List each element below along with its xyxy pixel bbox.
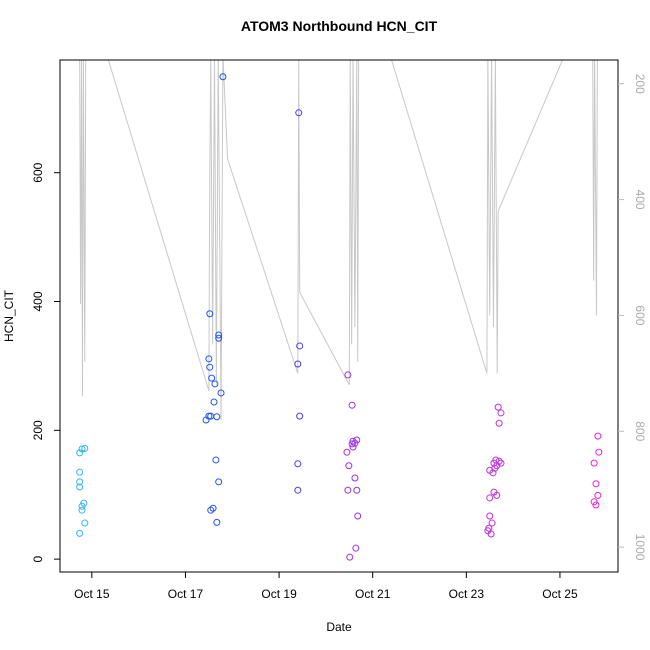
data-point xyxy=(352,544,360,552)
altitude-line xyxy=(79,60,598,420)
data-point xyxy=(76,449,84,457)
data-point xyxy=(219,73,227,81)
chart-title: ATOM3 Northbound HCN_CIT xyxy=(241,18,438,34)
data-point xyxy=(592,501,600,509)
y-axis-label: HCN_CIT xyxy=(2,289,16,342)
data-point xyxy=(493,491,501,499)
data-point xyxy=(296,412,304,420)
data-point xyxy=(351,474,359,482)
data-point xyxy=(346,553,354,561)
data-point xyxy=(489,469,497,477)
data-point xyxy=(206,363,214,371)
data-point xyxy=(78,506,86,514)
x-tick-label: Oct 15 xyxy=(74,587,110,601)
x-tick-label: Oct 19 xyxy=(261,587,297,601)
data-point xyxy=(495,419,503,427)
data-point xyxy=(345,462,353,470)
y-tick-label: 200 xyxy=(31,420,45,440)
data-point xyxy=(76,483,84,491)
data-point xyxy=(208,374,216,382)
data-point xyxy=(594,432,602,440)
data-point xyxy=(486,494,494,502)
y-tick-label: 400 xyxy=(31,291,45,311)
data-point xyxy=(594,491,602,499)
data-point xyxy=(348,440,356,448)
data-point xyxy=(206,310,214,318)
data-point xyxy=(348,401,356,409)
data-point xyxy=(78,445,86,453)
data-point xyxy=(215,331,223,339)
data-point xyxy=(209,504,217,512)
data-point xyxy=(81,519,89,527)
x-axis-label: Date xyxy=(326,620,352,634)
data-point xyxy=(349,443,357,451)
data-point xyxy=(353,436,361,444)
data-point xyxy=(76,529,84,537)
data-point xyxy=(205,412,213,420)
y2-tick-label: 200 xyxy=(633,74,647,94)
data-point xyxy=(207,506,215,514)
y2-tick-label: 600 xyxy=(633,305,647,325)
x-tick-label: Oct 21 xyxy=(355,587,391,601)
data-point xyxy=(80,499,88,507)
plot-area xyxy=(76,60,603,561)
y-tick-label: 600 xyxy=(31,162,45,182)
data-point xyxy=(215,478,223,486)
data-point xyxy=(595,448,603,456)
plot-frame xyxy=(59,59,619,573)
data-point xyxy=(81,444,89,452)
data-point xyxy=(211,380,219,388)
data-point xyxy=(488,519,496,527)
data-point xyxy=(213,413,221,421)
data-point xyxy=(592,480,600,488)
data-point xyxy=(294,486,302,494)
data-point xyxy=(487,530,495,538)
data-point xyxy=(354,512,362,520)
data-point xyxy=(295,109,303,117)
data-point xyxy=(294,360,302,368)
y-tick-label: 0 xyxy=(31,555,45,562)
data-point xyxy=(294,460,302,468)
data-point xyxy=(497,409,505,417)
x-tick-label: Oct 17 xyxy=(168,587,204,601)
data-point xyxy=(213,518,221,526)
data-point xyxy=(212,456,220,464)
x-tick-label: Oct 25 xyxy=(542,587,578,601)
data-point xyxy=(205,355,213,363)
data-point xyxy=(210,398,218,406)
data-point xyxy=(296,342,304,350)
y2-tick-label: 1000 xyxy=(633,534,647,561)
data-point xyxy=(344,486,352,494)
data-point xyxy=(215,334,223,342)
data-point xyxy=(76,478,84,486)
data-point xyxy=(343,448,351,456)
data-point xyxy=(486,512,494,520)
data-point xyxy=(344,371,352,379)
y2-tick-label: 400 xyxy=(633,190,647,210)
data-point xyxy=(590,459,598,467)
data-point xyxy=(76,468,84,476)
data-point xyxy=(217,389,225,397)
x-tick-label: Oct 23 xyxy=(449,587,485,601)
y2-tick-label: 800 xyxy=(633,421,647,441)
data-point xyxy=(353,486,361,494)
data-point xyxy=(494,403,502,411)
